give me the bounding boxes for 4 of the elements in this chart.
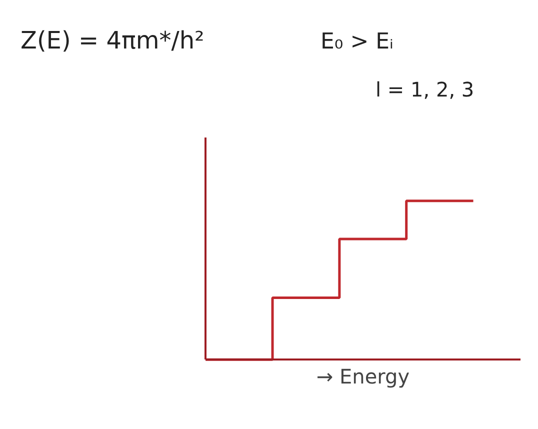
text: Z(E) = 4πm*/h² xyxy=(20,26,204,54)
text: E₀ > Eᵢ xyxy=(320,30,394,54)
text: l = 1, 2, 3 xyxy=(376,78,474,102)
x-axis-title: → Energy xyxy=(316,364,410,388)
